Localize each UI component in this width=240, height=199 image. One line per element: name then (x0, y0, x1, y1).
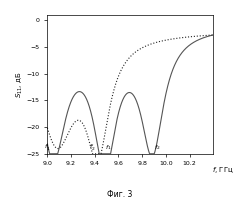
Text: $f_1'$: $f_1'$ (44, 143, 51, 153)
Text: $f_2'$: $f_2'$ (89, 143, 96, 153)
Text: Фиг. 3: Фиг. 3 (107, 190, 133, 199)
Text: $f_1$: $f_1$ (105, 143, 111, 152)
X-axis label: $f$, ГГц: $f$, ГГц (212, 165, 234, 175)
Y-axis label: $S_{11}$, дБ: $S_{11}$, дБ (15, 71, 25, 98)
Text: $f_2$: $f_2$ (154, 143, 161, 152)
